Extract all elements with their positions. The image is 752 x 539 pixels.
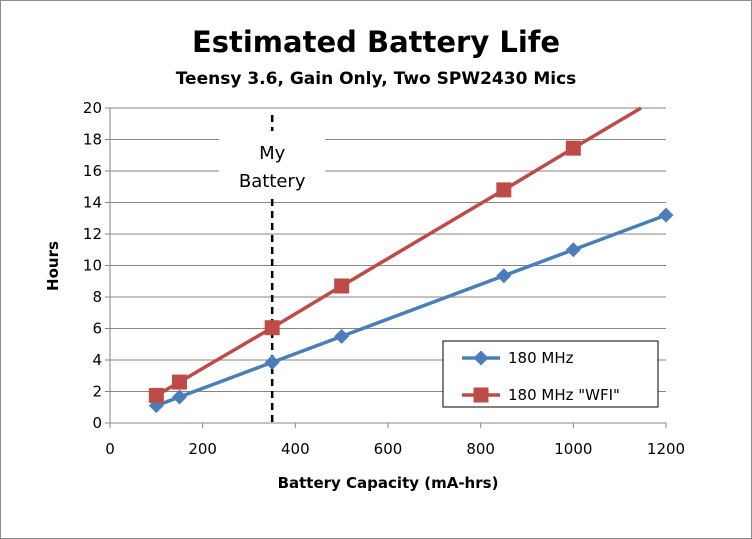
chart-title: Estimated Battery Life xyxy=(192,25,560,59)
legend-marker xyxy=(473,350,489,366)
data-point xyxy=(496,268,512,284)
data-point xyxy=(264,320,280,336)
data-point xyxy=(496,182,512,198)
data-point xyxy=(334,328,350,344)
y-tick-label: 12 xyxy=(83,225,102,243)
x-tick-labels: 0 200 400 600 800 1000 1200 xyxy=(105,440,685,458)
data-point xyxy=(172,389,187,405)
my-battery-label-line1: My xyxy=(259,143,286,164)
my-battery-label-box xyxy=(219,131,326,197)
series-1 xyxy=(148,106,642,403)
legend: 180 MHz 180 MHz "WFI" xyxy=(442,340,659,408)
x-axis-title: Battery Capacity (mA-hrs) xyxy=(278,474,499,492)
x-tick-label: 600 xyxy=(374,440,403,458)
x-tick-label: 0 xyxy=(105,440,115,458)
legend-marker xyxy=(473,387,489,403)
y-tick-label: 18 xyxy=(83,131,102,149)
y-tick-label: 8 xyxy=(92,288,102,306)
series-0 xyxy=(148,207,674,414)
legend-items: 180 MHz 180 MHz "WFI" xyxy=(462,349,620,404)
x-tick-label: 200 xyxy=(188,440,217,458)
y-tick-label: 0 xyxy=(92,414,102,432)
x-tick-label: 1200 xyxy=(647,440,685,458)
data-point xyxy=(565,140,581,156)
y-tick-label: 4 xyxy=(92,351,102,369)
y-tick-label: 20 xyxy=(83,99,102,117)
chart-subtitle: Teensy 3.6, Gain Only, Two SPW2430 Mics xyxy=(176,69,577,89)
x-tick-label: 400 xyxy=(281,440,310,458)
x-tick-label: 800 xyxy=(466,440,495,458)
legend-label: 180 MHz "WFI" xyxy=(508,386,620,404)
data-point xyxy=(172,374,187,390)
series-layer xyxy=(148,106,674,414)
y-tick-label: 10 xyxy=(83,257,102,275)
y-tick-labels: 0 2 4 6 8 10 12 14 16 18 20 xyxy=(83,99,102,432)
data-point xyxy=(565,242,581,258)
y-tick-label: 6 xyxy=(92,320,102,338)
y-tick-label: 2 xyxy=(92,383,102,401)
axes xyxy=(109,108,667,428)
my-battery-label-line2: Battery xyxy=(239,171,306,192)
data-point xyxy=(334,278,350,294)
y-tick-label: 14 xyxy=(83,194,102,212)
data-point xyxy=(148,387,164,403)
data-point xyxy=(658,207,674,223)
gridlines xyxy=(105,107,666,424)
legend-label: 180 MHz xyxy=(508,349,574,367)
my-battery-annotation: My Battery xyxy=(219,115,326,423)
x-tick-label: 1000 xyxy=(554,440,592,458)
y-axis-title: Hours xyxy=(44,241,62,291)
data-point xyxy=(264,354,280,370)
y-tick-label: 16 xyxy=(83,162,102,180)
